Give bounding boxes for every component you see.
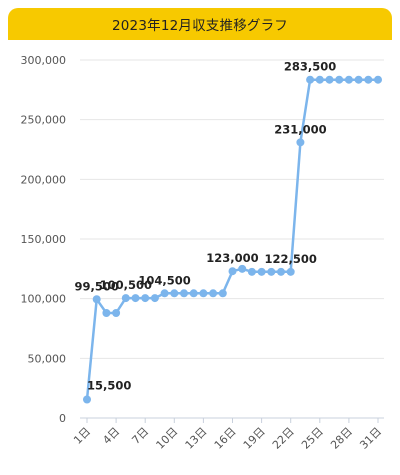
- data-point: [160, 289, 169, 298]
- data-label: 123,000: [206, 251, 258, 265]
- data-point: [364, 75, 373, 84]
- data-point: [325, 75, 334, 84]
- y-tick-label: 50,000: [28, 352, 67, 365]
- x-tick-label: 16日: [212, 425, 239, 452]
- data-point: [315, 75, 324, 84]
- data-point: [228, 267, 237, 276]
- x-tick-label: 31日: [357, 425, 384, 452]
- x-tick-label: 22日: [270, 425, 297, 452]
- data-point: [335, 75, 344, 84]
- y-tick-label: 100,000: [21, 293, 67, 306]
- data-label: 15,500: [87, 379, 131, 393]
- x-tick-label: 10日: [154, 425, 181, 452]
- data-point: [112, 308, 121, 317]
- x-tick-label: 28日: [328, 425, 355, 452]
- data-point: [374, 75, 382, 84]
- data-label: 231,000: [274, 122, 326, 136]
- data-point: [170, 289, 179, 298]
- x-tick-label: 13日: [183, 425, 210, 452]
- data-point: [209, 289, 218, 298]
- data-point: [83, 395, 91, 404]
- data-point: [267, 267, 276, 276]
- x-tick-label: 19日: [241, 425, 268, 452]
- data-label: 104,500: [138, 273, 190, 287]
- data-label: 99,500: [75, 279, 119, 293]
- data-point: [180, 289, 188, 298]
- y-tick-label: 0: [59, 412, 66, 425]
- data-point: [92, 295, 101, 304]
- data-point: [102, 308, 111, 317]
- x-tick-label: 4日: [100, 425, 122, 447]
- chart-title: 2023年12月収支推移グラフ: [111, 18, 289, 34]
- data-point: [257, 267, 266, 276]
- data-point: [306, 75, 315, 84]
- data-point: [141, 294, 150, 303]
- data-point: [344, 75, 353, 84]
- x-tick-label: 25日: [299, 425, 326, 452]
- y-tick-label: 250,000: [21, 114, 67, 127]
- data-point: [218, 289, 227, 298]
- data-point: [150, 294, 159, 303]
- x-tick-label: 1日: [71, 425, 93, 447]
- y-tick-label: 200,000: [21, 173, 67, 186]
- data-point: [354, 75, 363, 84]
- data-label: 122,500: [265, 252, 317, 266]
- data-point: [189, 289, 198, 298]
- data-point: [131, 294, 140, 303]
- data-point: [247, 267, 256, 276]
- x-tick-label: 7日: [129, 425, 151, 447]
- data-point: [199, 289, 208, 298]
- series-line: [85, 78, 378, 400]
- data-point: [238, 264, 247, 273]
- data-point: [296, 138, 305, 147]
- y-tick-label: 300,000: [21, 54, 67, 67]
- data-point: [286, 267, 295, 276]
- data-label: 283,500: [284, 60, 336, 74]
- data-point: [121, 294, 130, 303]
- y-tick-label: 150,000: [21, 233, 67, 246]
- data-point: [277, 267, 285, 276]
- data-label: 100,500: [100, 278, 152, 292]
- chart-title-bar: 2023年12月収支推移グラフ: [8, 8, 392, 40]
